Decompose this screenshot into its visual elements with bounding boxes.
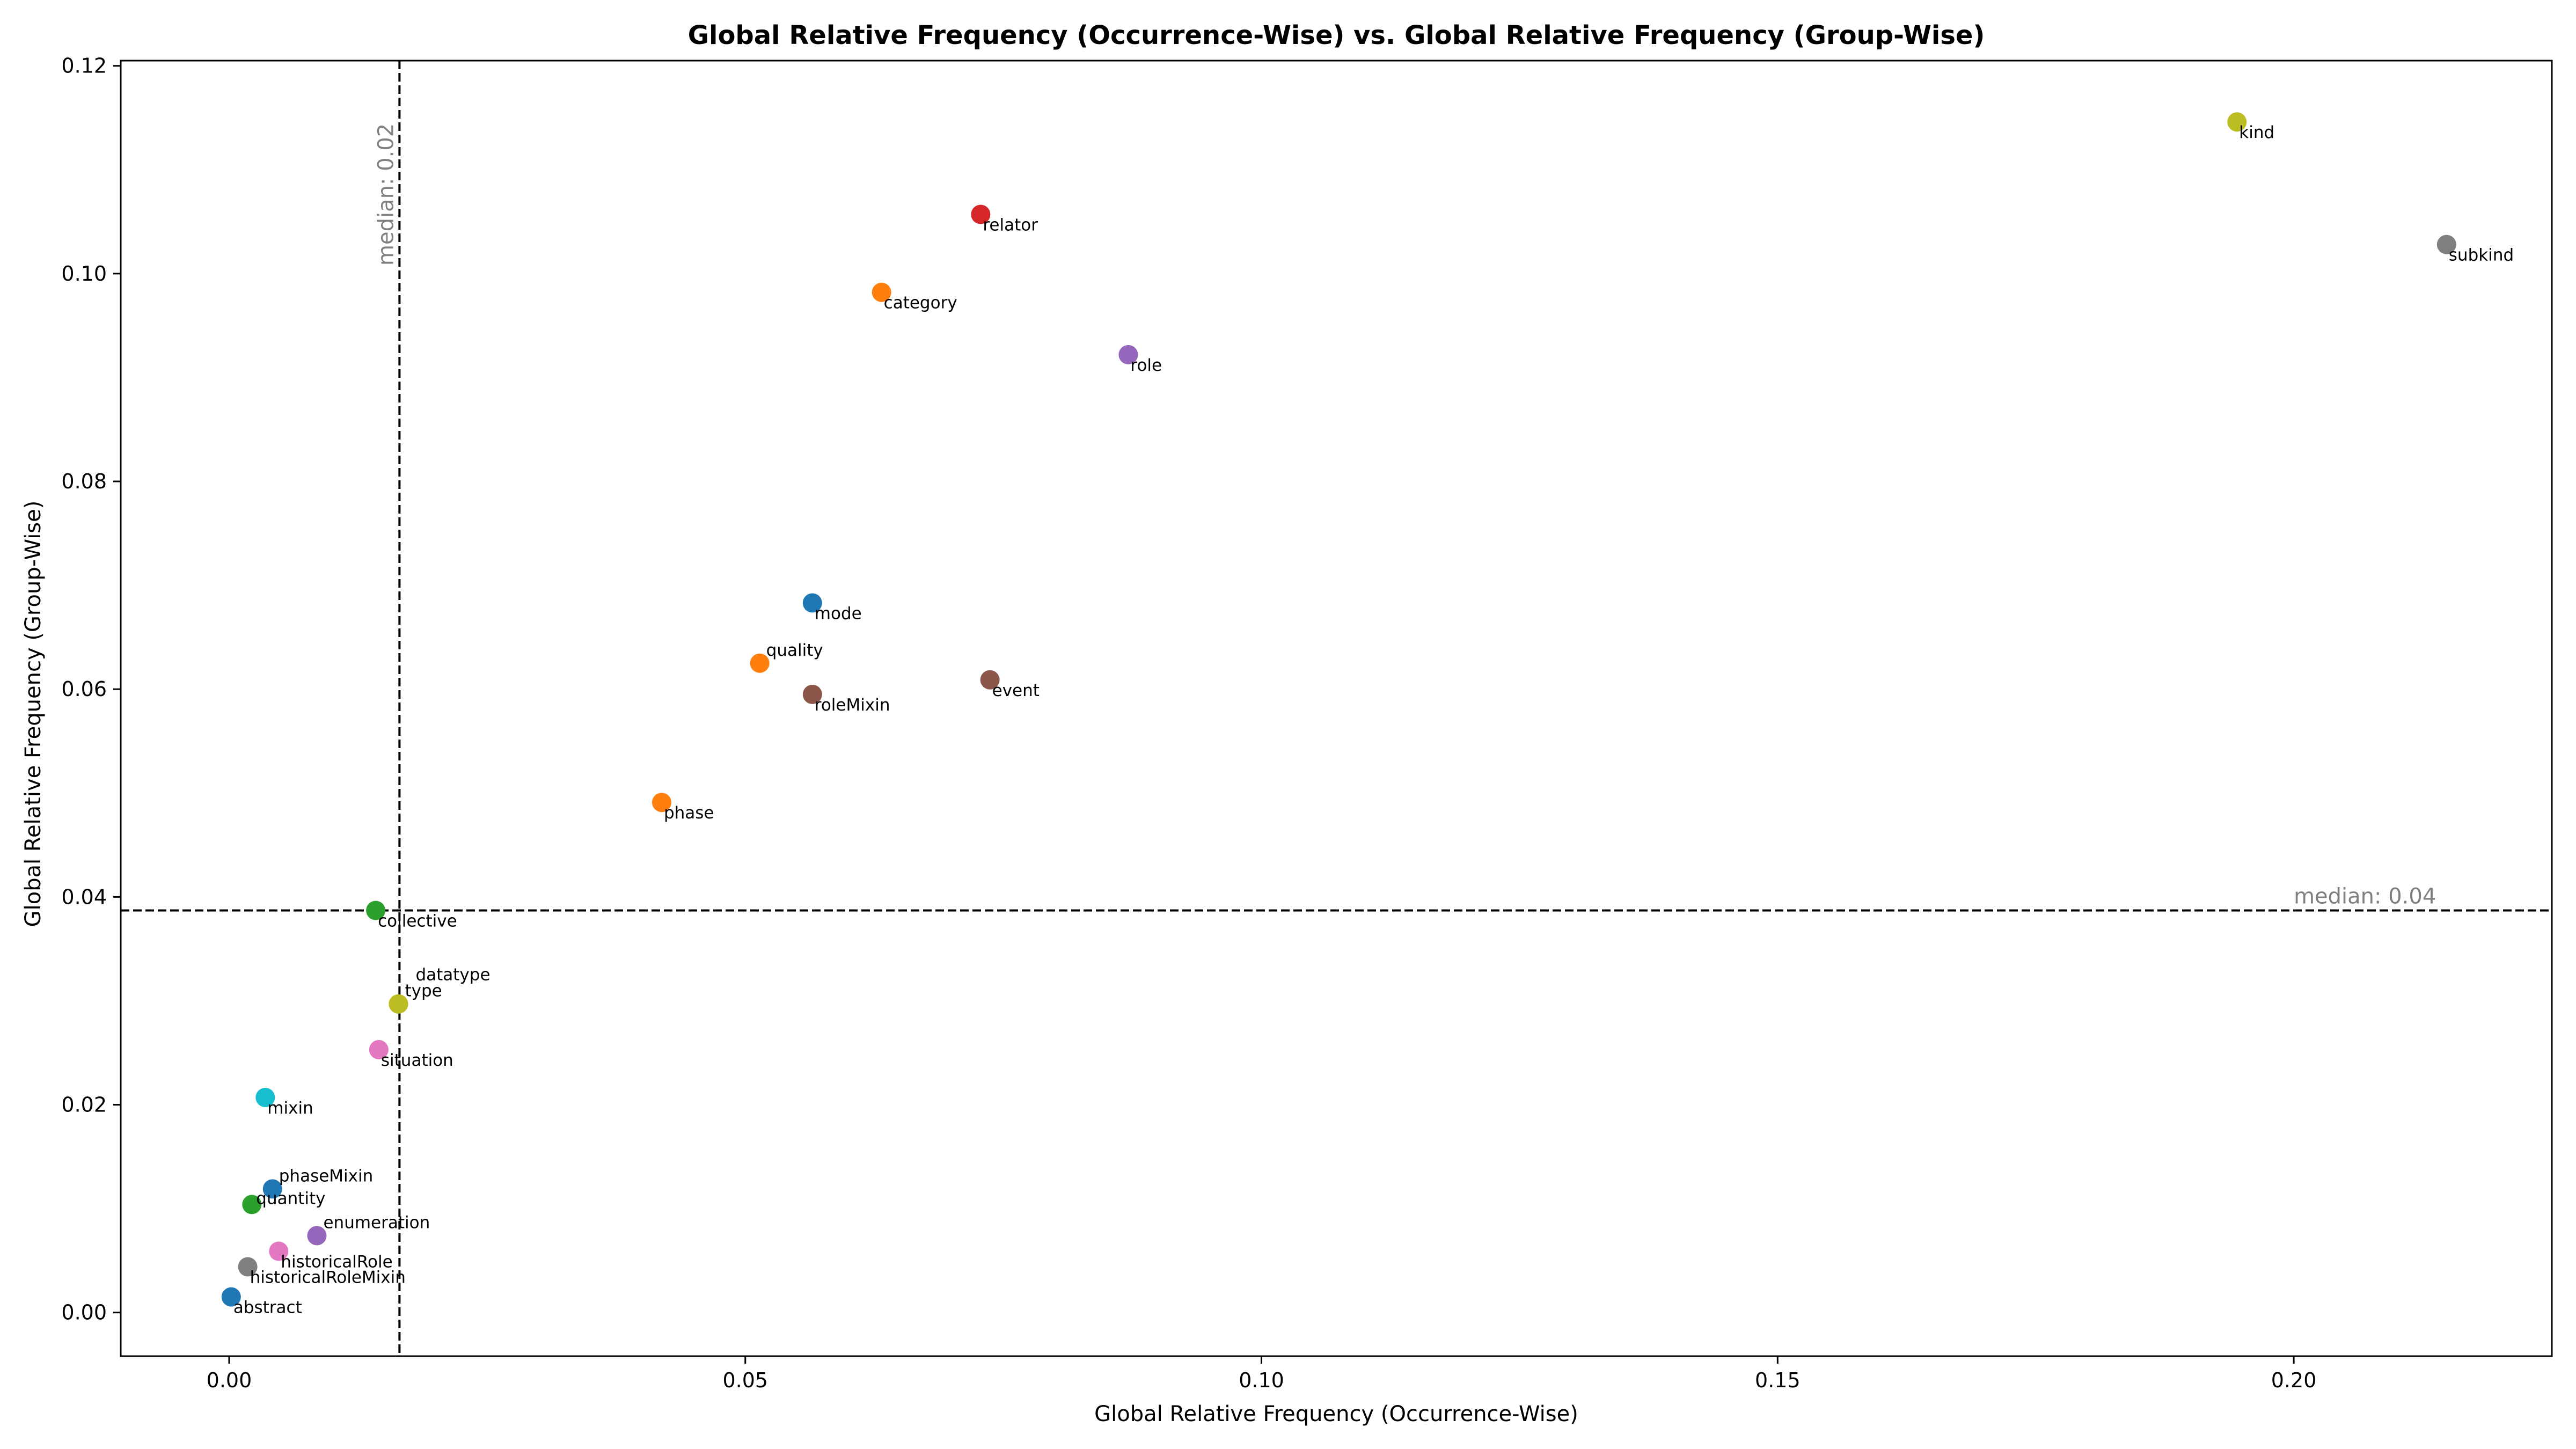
y-tick-label: 0.00	[61, 1301, 107, 1324]
point-label-historicalRoleMixin: historicalRoleMixin	[250, 1268, 406, 1287]
point-mode	[802, 593, 822, 613]
point-label-event: event	[992, 681, 1040, 700]
point-abstract	[221, 1287, 241, 1307]
point-quantity	[242, 1195, 262, 1214]
y-tick-label: 0.02	[61, 1093, 107, 1117]
y-tick-label: 0.08	[61, 470, 107, 493]
point-label-subkind: subkind	[2449, 246, 2514, 265]
y-tick-label: 0.06	[61, 677, 107, 701]
point-kind	[2227, 112, 2247, 132]
chart-title: Global Relative Frequency (Occurrence-Wi…	[688, 20, 1985, 50]
point-role	[1118, 345, 1138, 364]
point-label-situation: situation	[381, 1051, 453, 1070]
y-tick-label: 0.12	[61, 54, 107, 78]
point-label-mixin: mixin	[267, 1099, 313, 1118]
point-collective	[366, 901, 386, 920]
point-subkind	[2436, 235, 2456, 254]
point-phaseMixin	[262, 1179, 282, 1199]
axes-frame	[120, 60, 2553, 1357]
point-label-quality: quality	[766, 641, 823, 660]
point-type	[389, 994, 408, 1014]
x-tick-label: 0.00	[207, 1368, 252, 1392]
point-label-type: type	[405, 982, 442, 1001]
point-label-relator: relator	[983, 216, 1038, 235]
y-tick-label: 0.04	[61, 885, 107, 909]
point-category	[872, 282, 891, 302]
point-label-phase: phase	[664, 803, 714, 823]
point-label-quantity: quantity	[256, 1189, 325, 1208]
point-label-phaseMixin: phaseMixin	[279, 1166, 374, 1185]
median-y-label: median: 0.04	[2294, 884, 2436, 909]
point-label-category: category	[884, 294, 957, 313]
point-label-mode: mode	[815, 604, 862, 624]
point-label-role: role	[1130, 356, 1162, 375]
point-label-kind: kind	[2239, 123, 2274, 142]
x-tick-label: 0.15	[1755, 1368, 1801, 1392]
median-x-label: median: 0.02	[374, 123, 398, 266]
point-mixin	[255, 1087, 275, 1107]
point-label-enumeration: enumeration	[323, 1213, 430, 1232]
point-quality	[750, 653, 770, 673]
point-roleMixin	[802, 684, 822, 704]
point-historicalRole	[269, 1241, 289, 1261]
y-axis-label: Global Relative Frequency (Group-Wise)	[21, 501, 46, 927]
point-event	[980, 670, 1000, 690]
x-axis-label: Global Relative Frequency (Occurrence-Wi…	[1094, 1402, 1578, 1426]
point-label-historicalRole: historicalRole	[281, 1252, 392, 1271]
point-label-abstract: abstract	[233, 1298, 302, 1318]
point-relator	[971, 204, 991, 224]
point-label-collective: collective	[378, 912, 457, 931]
point-label-datatype: datatype	[415, 965, 490, 985]
point-label-roleMixin: roleMixin	[815, 696, 890, 715]
plot-area: median: 0.02 median: 0.04 kind subkind relat…	[61, 54, 2553, 1392]
x-tick-label: 0.05	[722, 1368, 768, 1392]
point-historicalRoleMixin	[238, 1257, 258, 1277]
x-tick-label: 0.20	[2271, 1368, 2317, 1392]
point-phase	[652, 793, 671, 813]
y-tick-label: 0.10	[61, 262, 107, 286]
x-tick-label: 0.10	[1239, 1368, 1284, 1392]
point-enumeration	[307, 1226, 327, 1246]
point-situation	[369, 1040, 389, 1059]
